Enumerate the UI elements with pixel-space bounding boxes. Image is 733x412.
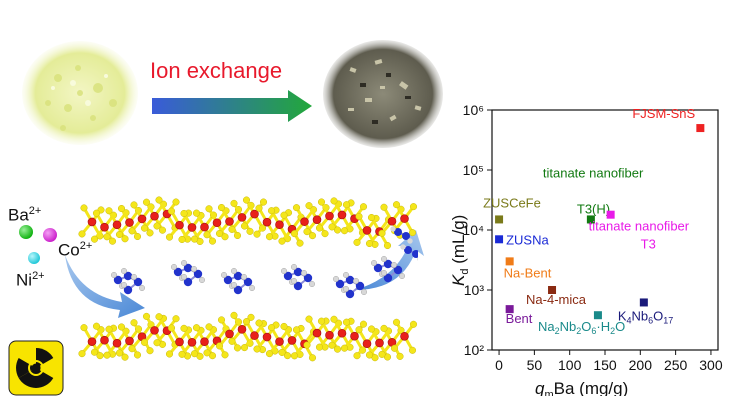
y-tick-label: 10⁶ <box>463 102 484 118</box>
point-label: Na2Nb2O6·H2O <box>538 319 625 336</box>
x-axis-label: qmBa (mg/g) <box>535 379 628 396</box>
point-label: Bent <box>506 311 533 326</box>
point-label: FJSM-SnS <box>632 106 695 121</box>
data-point <box>606 210 615 219</box>
x-tick-label: 300 <box>699 357 723 373</box>
data-point <box>639 298 648 307</box>
released-amine-molecule <box>390 226 413 244</box>
amine-molecule <box>111 267 146 295</box>
amine-molecule <box>332 271 368 299</box>
ba-ion-label: Ba2+ <box>8 205 42 225</box>
co-ion-label: Co2+ <box>58 240 93 260</box>
y-tick-label: 10² <box>464 342 485 358</box>
ion-exchange-label: Ion exchange <box>150 58 283 83</box>
metal-sulfide-layer <box>78 196 418 250</box>
y-tick-label: 10⁵ <box>463 162 484 178</box>
point-label: Na-4-mica <box>526 292 587 307</box>
post-exchange-crystals-photo <box>323 40 443 148</box>
amine-molecule <box>170 259 205 287</box>
point-label: K4Nb6O17 <box>618 308 673 325</box>
point-label: ZUSCeFe <box>483 195 541 210</box>
data-point <box>505 305 514 314</box>
amine-molecule <box>280 263 315 291</box>
ni-ion-label: Ni2+ <box>16 270 45 290</box>
kd-vs-qm-scatter-chart: 0 50 100 150 200 250 300 10² 10³ 10⁴ 10⁵ 10⁶ FJSM-S… <box>449 102 723 396</box>
y-tick-label: 10⁴ <box>462 222 484 238</box>
pre-exchange-crystals-photo <box>18 38 142 148</box>
x-tick-label: 150 <box>593 357 617 373</box>
ion-spheres <box>19 225 57 264</box>
data-point <box>495 215 504 224</box>
ion-exchange-arrow <box>152 90 312 122</box>
amine-molecule <box>371 255 406 283</box>
metal-sulfide-layer <box>78 311 418 362</box>
x-tick-label: 250 <box>664 357 688 373</box>
data-point <box>495 235 504 244</box>
x-tick-label: 0 <box>495 357 503 373</box>
point-label: titanate nanofiber <box>543 165 644 180</box>
radiation-hazard-icon <box>8 340 64 396</box>
point-label: Na-Bent <box>504 265 552 280</box>
point-label: T3(H) <box>577 201 610 216</box>
ni-ion-sphere <box>28 252 40 264</box>
data-point <box>505 257 514 266</box>
co-ion-sphere <box>43 228 57 242</box>
point-label: T3 <box>641 237 656 252</box>
amine-molecule <box>220 267 255 295</box>
data-point <box>593 311 602 320</box>
x-tick-label: 100 <box>558 357 582 373</box>
point-label: ZUSNa <box>506 232 549 247</box>
released-amine-molecule <box>400 244 418 261</box>
ba-ion-sphere <box>19 225 33 239</box>
data-point <box>548 286 557 294</box>
y-tick-label: 10³ <box>464 282 485 298</box>
data-point <box>696 124 705 133</box>
x-tick-label: 50 <box>527 357 543 373</box>
x-tick-label: 200 <box>629 357 653 373</box>
y-axis-label: Kd (mL/g) <box>449 215 471 286</box>
data-point <box>586 215 595 224</box>
layered-crystal-structure <box>78 196 418 362</box>
point-label: titanate nanofiber <box>589 219 690 234</box>
amine-release-arrow <box>355 230 424 290</box>
ion-intake-arrow <box>65 255 145 318</box>
